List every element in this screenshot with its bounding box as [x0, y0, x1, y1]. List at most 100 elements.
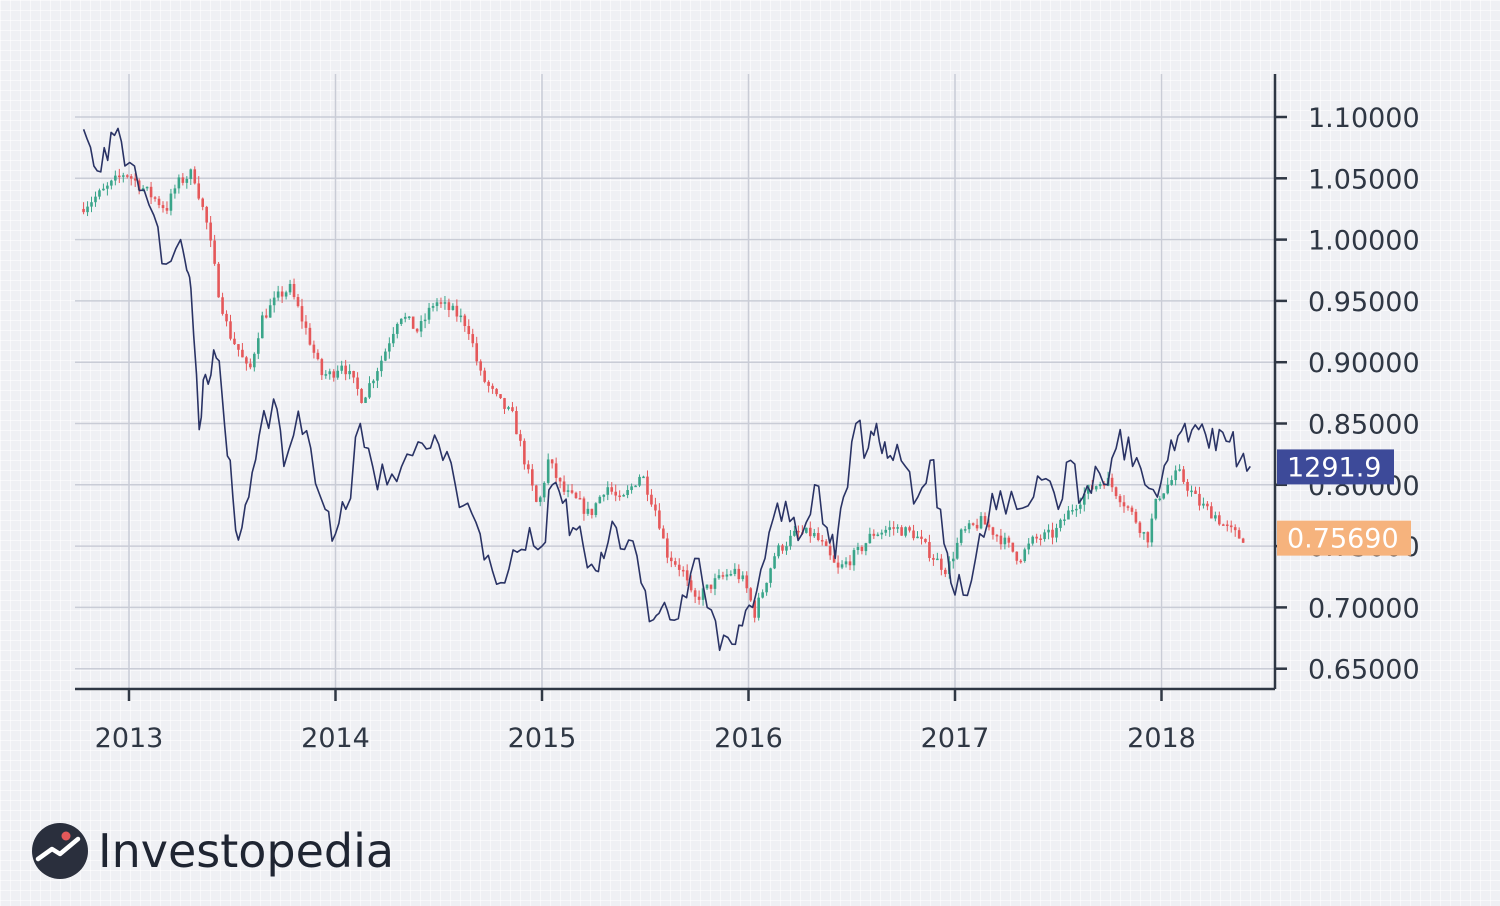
candle-body [1150, 518, 1154, 543]
candle-body [1027, 543, 1031, 550]
candle-body [1067, 510, 1070, 520]
candle-body [181, 177, 185, 183]
candle-body [443, 302, 447, 304]
candle-body [1154, 498, 1158, 519]
candle-body [971, 523, 975, 525]
candle-body [189, 169, 193, 179]
candle-body [713, 578, 717, 589]
candle-body [924, 538, 927, 543]
candle-body [928, 542, 931, 558]
y-tick-label: 1.10000 [1308, 103, 1420, 134]
candle-body [904, 527, 907, 536]
candle-body [133, 178, 137, 181]
candle-body [304, 321, 308, 328]
candle-body [1178, 469, 1181, 471]
candle-body [376, 371, 379, 381]
candle-body [773, 556, 776, 569]
candle-body [320, 359, 324, 376]
candle-body [463, 315, 467, 327]
candle-body [820, 540, 824, 542]
candle-body [407, 316, 411, 319]
candle-body [336, 370, 340, 378]
candle-body [848, 561, 852, 566]
candle-body [455, 305, 459, 317]
candle-body [666, 538, 669, 558]
candle-body [372, 380, 375, 384]
candle-body [634, 485, 637, 488]
audusd-price-tag: 0.75690 [1277, 520, 1411, 556]
candle-body [495, 388, 498, 395]
candle-body [566, 490, 570, 492]
candle-body [896, 527, 899, 529]
candle-body [1007, 537, 1011, 543]
candle-body [582, 498, 586, 514]
candle-body [86, 206, 89, 213]
candle-body [1015, 551, 1019, 561]
candle-body [435, 302, 439, 307]
candle-body [1158, 498, 1162, 501]
candle-body [888, 527, 892, 530]
candle-body [241, 349, 244, 358]
candle-body [868, 533, 872, 544]
candle-body [987, 524, 991, 528]
candle-body [388, 343, 391, 352]
candle-body [598, 496, 602, 504]
candle-body [499, 394, 502, 399]
candle-body [757, 597, 760, 618]
candle-body [999, 535, 1003, 545]
candle-body [685, 570, 689, 581]
candle-body [844, 561, 848, 565]
candle-body [574, 492, 578, 499]
candle-body [1035, 536, 1038, 539]
candle-body [860, 546, 864, 552]
candle-body [1198, 493, 1201, 506]
candle-body [288, 283, 292, 293]
candle-body [781, 545, 784, 551]
candle-body [161, 205, 165, 209]
candle-body [296, 297, 300, 307]
candle-body [324, 374, 328, 376]
candle-body [423, 319, 427, 322]
candle-body [364, 397, 367, 403]
candle-body [328, 371, 332, 375]
x-tick-label: 2013 [95, 723, 164, 754]
candle-body [312, 344, 316, 353]
candle-body [936, 558, 939, 561]
candle-body [1051, 529, 1054, 538]
candle-body [824, 541, 828, 546]
candle-body [249, 363, 252, 368]
candle-body [912, 530, 915, 539]
candle-body [622, 494, 625, 497]
candle-body [145, 186, 149, 189]
candle-body [1146, 532, 1150, 543]
candle-body [546, 459, 550, 483]
candle-body [951, 558, 955, 562]
candle-body [1047, 529, 1050, 533]
candle-body [646, 476, 649, 495]
candle-body [753, 600, 756, 618]
candle-body [519, 434, 522, 441]
candle-body [967, 523, 971, 530]
candle-body [157, 198, 161, 206]
candle-body [876, 534, 880, 537]
audusd-price-tag-box [1277, 520, 1411, 556]
audusd-price-tag-label: 0.75690 [1287, 524, 1399, 555]
candle-body [106, 185, 109, 189]
candle-body [594, 503, 598, 516]
candle-body [1019, 560, 1023, 563]
investopedia-logo: Investopedia [30, 816, 394, 886]
candle-body [689, 580, 693, 591]
candle-body [642, 476, 645, 479]
y-tick-label: 0.95000 [1308, 287, 1420, 318]
candle-body [662, 528, 665, 539]
candle-body [1071, 510, 1074, 512]
candle-body [165, 208, 169, 211]
candle-body [221, 297, 224, 314]
candle-body [411, 316, 415, 329]
candle-body [1063, 519, 1066, 521]
candle-body [503, 398, 506, 409]
candle-body [765, 582, 768, 593]
x-tick-label: 2016 [714, 723, 783, 754]
candle-body [789, 535, 792, 547]
